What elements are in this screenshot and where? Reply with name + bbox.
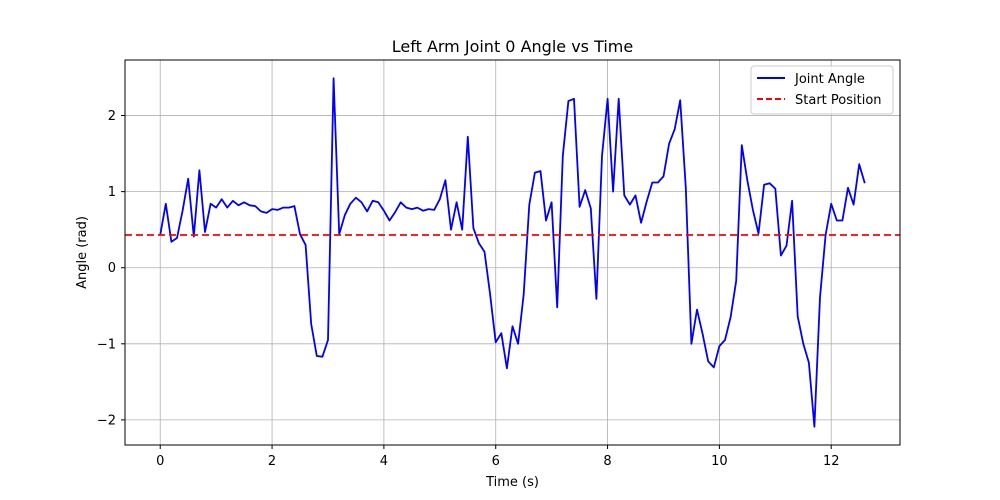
x-axis-label: Time (s) [485, 475, 539, 490]
series-line-joint-angle [159, 77, 866, 428]
legend-box [750, 65, 894, 115]
y-tick-label: 1 [108, 185, 116, 200]
x-tick-label: 4 [380, 454, 388, 469]
y-axis-label: Angle (rad) [75, 216, 90, 289]
x-tick-label: 12 [823, 454, 840, 469]
x-tick-label: 8 [603, 454, 611, 469]
chart-title: Left Arm Joint 0 Angle vs Time [392, 37, 633, 56]
legend-label-start-position: Start Position [795, 93, 882, 108]
x-tick-label: 10 [711, 454, 728, 469]
series-layer [125, 77, 900, 428]
legend-label-joint-angle: Joint Angle [794, 72, 865, 87]
x-tick-label: 0 [156, 454, 164, 469]
y-tick-label: −2 [97, 413, 116, 428]
x-tick-label: 2 [268, 454, 276, 469]
grid-lines [125, 60, 900, 445]
legend: Joint Angle Start Position [750, 65, 894, 115]
y-tick-label: −1 [97, 337, 116, 352]
y-axis-ticks: −2 −1 0 1 2 [97, 109, 125, 428]
x-tick-label: 6 [492, 454, 500, 469]
y-tick-label: 2 [108, 109, 116, 124]
plot-frame [124, 59, 901, 446]
x-axis-ticks: 0 2 4 6 8 10 12 [156, 445, 839, 469]
y-tick-label: 0 [108, 261, 116, 276]
